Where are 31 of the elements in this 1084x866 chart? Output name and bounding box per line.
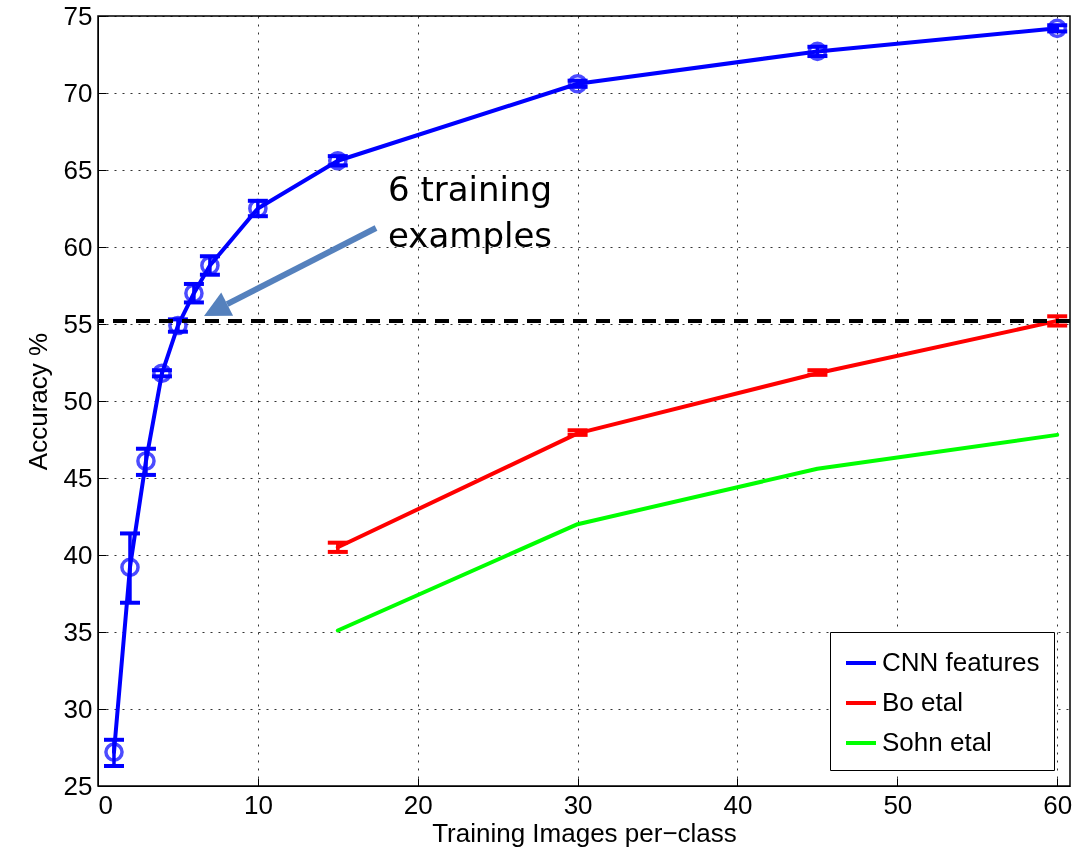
point (1047, 18, 1068, 39)
y-tick-label: 55 (63, 308, 93, 339)
y-axis-title: Accuracy % (22, 332, 53, 471)
line-series (335, 432, 1060, 633)
point (136, 451, 156, 471)
x-tick-label: 60 (1043, 789, 1073, 820)
point (120, 557, 140, 578)
annotation: 6 training examples (388, 169, 553, 255)
y-tick-label: 70 (63, 77, 93, 108)
y-tick-label: 45 (63, 462, 93, 493)
y-tick-label: 50 (63, 385, 93, 416)
legend-label: Sohn etal (882, 727, 992, 757)
y-tick-label: 40 (63, 539, 93, 570)
x-tick-label: 50 (883, 789, 913, 820)
x-tick-label: 20 (403, 789, 433, 820)
x-axis-title: Training Images per−class (432, 817, 737, 848)
y-tick-label: 35 (63, 616, 93, 647)
legend-label: CNN features (882, 647, 1040, 677)
y-tick-label: 60 (63, 231, 93, 262)
point (567, 73, 588, 94)
point (104, 742, 124, 762)
y-tick-label: 25 (63, 770, 93, 801)
x-tick-label: 0 (98, 789, 113, 820)
y-tick-label: 30 (63, 693, 93, 724)
x-tick-label: 10 (243, 789, 273, 820)
x-tick-label: 30 (563, 789, 593, 820)
legend-label: Bo etal (882, 687, 963, 717)
y-tick-label: 65 (63, 154, 93, 185)
y-tick-label: 75 (63, 0, 93, 31)
x-tick-label: 40 (723, 789, 753, 820)
point (152, 363, 172, 384)
